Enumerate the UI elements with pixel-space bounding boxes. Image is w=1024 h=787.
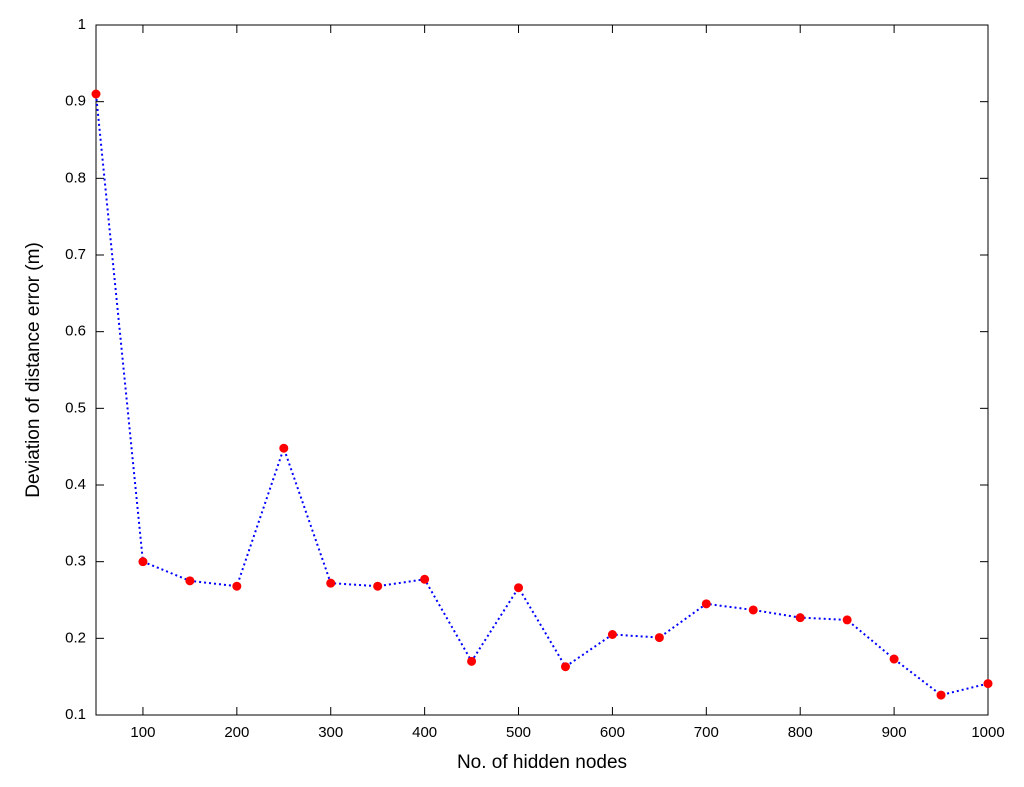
data-point [983,679,993,689]
x-tick-label: 300 [318,724,343,741]
data-point [373,581,383,591]
x-tick-label: 700 [694,724,719,741]
data-point [514,583,524,593]
y-tick-label: 0.4 [65,476,86,493]
data-point [279,443,289,453]
data-point [138,557,148,567]
data-point [889,654,899,664]
data-point [842,615,852,625]
data-point [326,578,336,588]
data-point [936,690,946,700]
x-tick-label: 600 [600,724,625,741]
data-point [607,630,617,639]
y-tick-label: 0.7 [65,246,86,263]
data-point [467,656,477,666]
y-tick-label: 0.2 [65,629,86,646]
y-tick-label: 0.3 [65,553,86,570]
x-tick-label: 200 [224,724,249,741]
data-point [748,605,758,615]
y-tick-label: 0.9 [65,93,86,110]
x-tick-label: 800 [788,724,813,741]
data-point [654,633,664,643]
x-tick-label: 400 [412,724,437,741]
x-tick-label: 900 [882,724,907,741]
data-point [232,581,242,591]
x-tick-label: 1000 [971,724,1004,741]
x-tick-label: 500 [506,724,531,741]
y-tick-label: 0.5 [65,399,86,416]
x-axis-title: No. of hidden nodes [457,752,627,773]
data-point [795,613,805,623]
y-tick-label: 0.1 [65,706,86,723]
data-point [560,662,570,672]
y-tick-label: 0.8 [65,169,86,186]
data-point [420,574,430,584]
y-tick-label: 1 [78,16,86,33]
y-axis-title: Deviation of distance error (m) [23,242,44,498]
y-tick-label: 0.6 [65,323,86,340]
x-tick-label: 100 [130,724,155,741]
data-point [91,89,101,99]
plot-frame [95,24,989,716]
series-line [95,93,989,697]
data-point [701,599,711,609]
data-point [185,576,195,586]
